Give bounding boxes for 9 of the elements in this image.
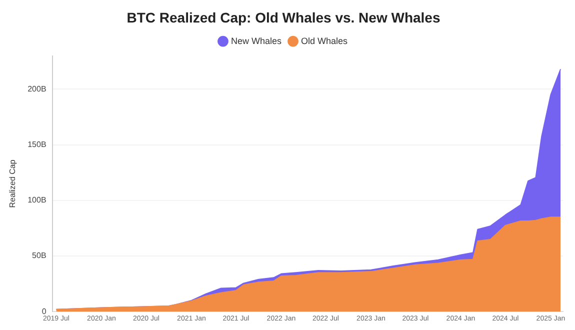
y-tick-label: 200B (28, 84, 46, 94)
y-tick-label: 100B (28, 196, 46, 205)
chart-title: BTC Realized Cap: Old Whales vs. New Whales (126, 9, 440, 26)
legend-label: New Whales (230, 36, 282, 46)
y-tick-label: 150B (28, 140, 46, 149)
y-tick-label: 0 (42, 306, 47, 316)
legend-label: Old Whales (301, 36, 348, 46)
y-tick-label: 50B (32, 251, 46, 260)
y-axis-title: Realized Cap (8, 159, 18, 208)
